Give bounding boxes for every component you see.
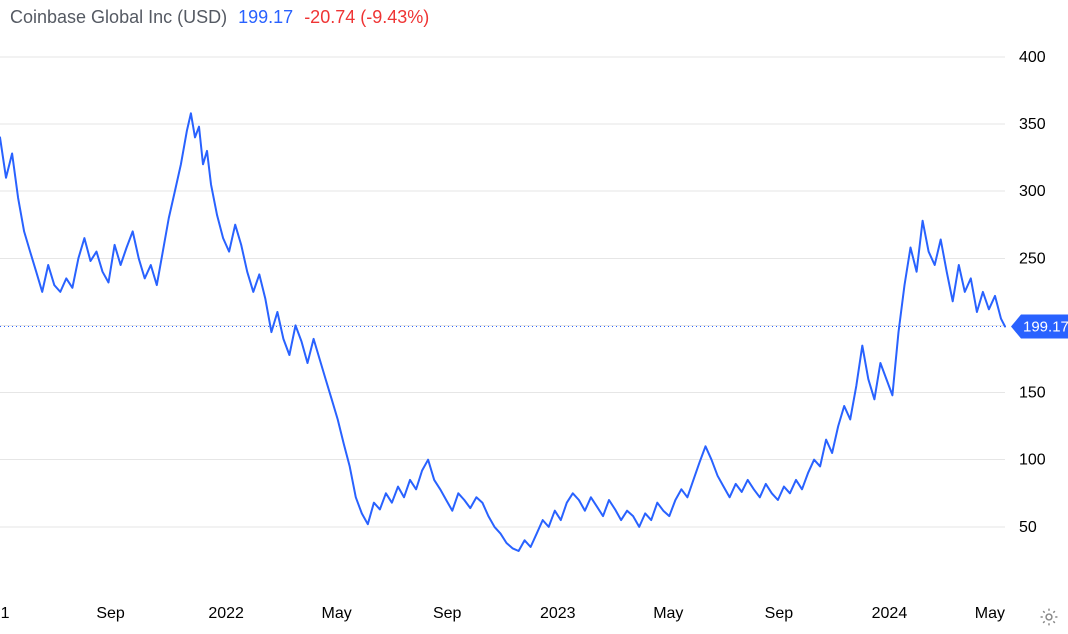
x-axis-labels: 1 Sep 2022 May Sep 2023 May Sep 2024 May bbox=[1, 605, 1005, 622]
y-tick-label: 100 bbox=[1019, 452, 1046, 469]
x-tick-label: May bbox=[653, 605, 683, 622]
y-tick-label: 400 bbox=[1019, 49, 1046, 66]
y-tick-label: 250 bbox=[1019, 250, 1046, 267]
price-chart[interactable]: 50100150200250300350400 1Sep2022MaySep20… bbox=[0, 0, 1068, 634]
x-tick-label: Sep bbox=[765, 605, 794, 622]
x-tick-label: Sep bbox=[433, 605, 462, 622]
y-tick-label: 350 bbox=[1019, 116, 1046, 133]
y-tick-label: 300 bbox=[1019, 183, 1046, 200]
x-tick-label: 2023 bbox=[540, 605, 576, 622]
series-layer bbox=[0, 113, 1005, 551]
y-tick-label: 150 bbox=[1019, 385, 1046, 402]
x-tick-label: 2024 bbox=[872, 605, 908, 622]
stock-chart-container: Coinbase Global Inc (USD) 199.17 -20.74 … bbox=[0, 0, 1068, 634]
x-tick-label: May bbox=[322, 605, 352, 622]
gear-icon[interactable] bbox=[1038, 606, 1060, 628]
x-tick-label: May bbox=[975, 605, 1005, 622]
x-tick-label: Sep bbox=[96, 605, 125, 622]
x-tick-label: 1 bbox=[1, 605, 10, 622]
grid-layer bbox=[0, 57, 1005, 527]
price-tag-value: 199.17 bbox=[1023, 319, 1068, 336]
x-tick-label: 2022 bbox=[208, 605, 244, 622]
y-tick-label: 50 bbox=[1019, 519, 1037, 536]
current-price-tag: 199.17 bbox=[1011, 315, 1068, 339]
y-axis-labels: 50100150200250300350400 bbox=[1019, 49, 1046, 536]
